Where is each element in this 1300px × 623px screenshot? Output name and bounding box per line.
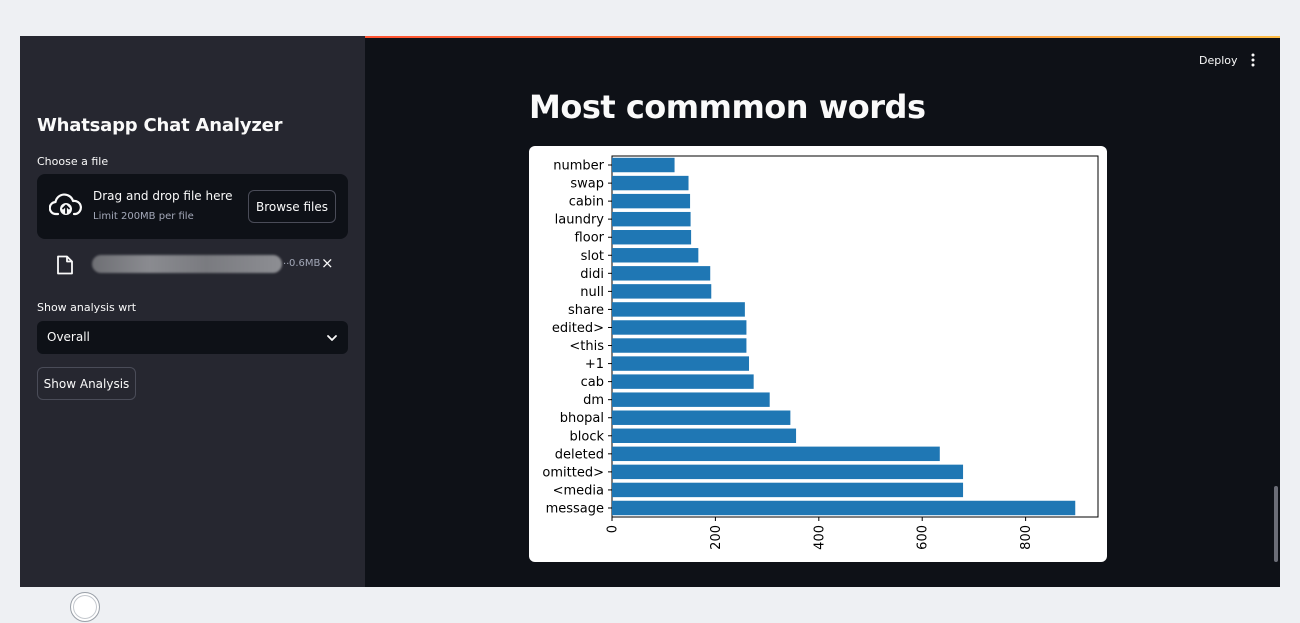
bar (612, 193, 691, 209)
y-tick-label: omitted> (542, 465, 604, 480)
file-uploader-label: Choose a file (37, 155, 109, 168)
select-label: Show analysis wrt (37, 301, 137, 314)
y-tick-label: message (546, 501, 604, 516)
analysis-select[interactable]: Overall (37, 321, 348, 354)
y-tick-label: deleted (555, 447, 604, 462)
y-tick-label: laundry (555, 213, 605, 228)
y-tick-label: slot (581, 249, 604, 264)
y-tick-label: edited> (552, 321, 604, 336)
page-title: Most commmon words (529, 88, 926, 126)
y-tick-label: didi (580, 267, 604, 282)
kebab-menu-icon[interactable] (1250, 52, 1256, 68)
y-tick-label: <this (569, 339, 604, 354)
y-tick-label: number (553, 159, 604, 174)
app-window: Whatsapp Chat Analyzer Choose a file Dra… (20, 36, 1280, 587)
y-tick-label: dm (583, 393, 604, 408)
plot-frame (611, 155, 1099, 518)
select-value: Overall (47, 330, 90, 344)
bar (612, 302, 745, 317)
chevron-down-icon (327, 335, 337, 341)
bar (612, 266, 711, 281)
header-accent-bar (20, 36, 1280, 38)
bar (612, 410, 791, 425)
sidebar: Whatsapp Chat Analyzer Choose a file Dra… (20, 36, 365, 587)
browse-files-button[interactable]: Browse files (248, 190, 336, 223)
x-tick-label: 400 (812, 525, 827, 550)
bar (612, 356, 750, 371)
x-tick-label: 0 (606, 525, 621, 533)
y-tick-label: bhopal (560, 411, 604, 426)
dropzone-limit: Limit 200MB per file (93, 211, 194, 222)
bar (612, 392, 770, 407)
bar (612, 248, 699, 263)
y-tick-label: share (568, 303, 604, 318)
file-dropzone[interactable]: Drag and drop file here Limit 200MB per … (37, 174, 348, 239)
y-tick-label: <media (553, 483, 604, 498)
scrollbar[interactable] (1274, 486, 1278, 562)
y-tick-label: +1 (585, 357, 604, 372)
chart-card: message <media omitted> deleted block bhopal d… (529, 146, 1107, 562)
y-tick-label: swap (570, 177, 604, 192)
y-tick-label: cab (581, 375, 604, 390)
bar (612, 211, 691, 227)
file-name-redacted (92, 255, 282, 273)
x-tick-label: 600 (916, 525, 931, 550)
file-size: 0.6MB (289, 258, 321, 269)
bar (612, 464, 964, 480)
bar-chart: message <media omitted> deleted block bhopal d… (542, 155, 1099, 550)
bar (612, 482, 964, 498)
file-name-ellipsis: .. (283, 256, 290, 267)
file-icon (57, 255, 73, 275)
x-tick-label: 800 (1019, 525, 1034, 550)
bar (612, 175, 689, 191)
y-tick-label: floor (575, 231, 605, 246)
bar (612, 446, 940, 462)
bar (612, 157, 675, 173)
y-tick-label: cabin (569, 195, 604, 210)
circle-button[interactable] (70, 592, 100, 622)
bar (612, 374, 754, 389)
bar (612, 284, 712, 299)
bar (612, 428, 797, 443)
remove-file-button[interactable]: × (321, 254, 334, 272)
bar (612, 320, 747, 335)
dropzone-instructions: Drag and drop file here (93, 189, 233, 203)
show-analysis-button[interactable]: Show Analysis (37, 367, 136, 400)
cloud-upload-icon (49, 193, 82, 216)
sidebar-title: Whatsapp Chat Analyzer (37, 115, 283, 136)
y-tick-label: block (570, 429, 605, 444)
x-tick-label: 200 (709, 525, 724, 550)
y-tick-label: null (580, 285, 604, 300)
bar (612, 230, 692, 245)
bar (612, 500, 1076, 516)
uploaded-file-row: .. 0.6MB × (50, 253, 350, 275)
deploy-button[interactable]: Deploy (1199, 54, 1238, 67)
bar (612, 338, 747, 353)
